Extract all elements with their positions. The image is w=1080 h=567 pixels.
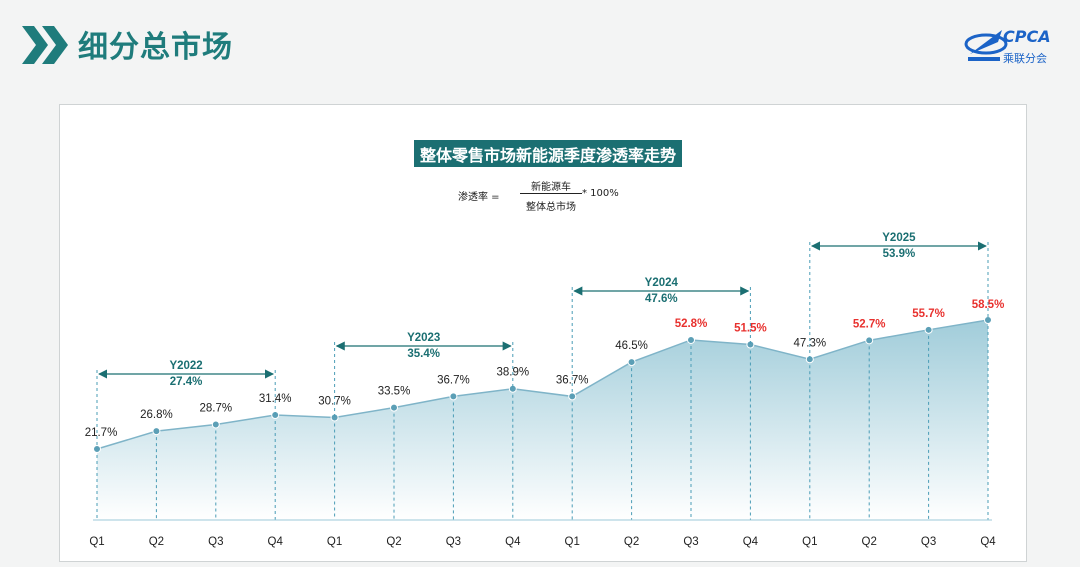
cpca-logo-icon [964,30,1008,61]
x-tick-label: Q3 [921,536,936,548]
year-average-label: 27.4% [170,376,203,388]
area-fill [97,320,988,520]
x-tick-label: Q1 [89,536,104,548]
formula-suffix: * 100% [582,188,619,199]
data-point [924,325,933,334]
x-tick-label: Q3 [683,536,698,548]
formula-denominator: 整体总市场 [526,202,576,213]
year-label: Y2022 [169,360,202,372]
data-point [390,403,398,412]
chart-title: 整体零售市场新能源季度渗透率走势 [414,140,682,167]
x-tick-label: Q4 [743,536,759,548]
data-label: 33.5% [378,386,411,398]
x-tick-label: Q4 [980,536,996,548]
x-tick-label: Q1 [802,536,817,548]
data-point [330,413,339,422]
data-label: 52.7% [853,318,886,330]
year-label: Y2025 [882,232,916,244]
formula-fraction-bar [520,193,582,194]
data-point [687,335,695,344]
x-tick-label: Q1 [327,536,342,548]
data-point [449,392,458,401]
data-label: 52.8% [675,318,708,330]
data-label: 36.7% [556,374,589,386]
x-tick-label: Q3 [446,536,461,548]
year-label: Y2024 [645,277,679,289]
year-average-label: 53.9% [883,248,916,260]
x-tick-label: Q2 [862,536,877,548]
x-tick-label: Q2 [149,536,164,548]
series-line [96,319,989,450]
header: 细分总市场 CPCA 乘联分会 [0,0,1080,90]
data-label: 51.5% [734,323,767,335]
x-tick-label: Q4 [505,536,521,548]
data-point [805,355,814,364]
data-point [211,420,220,429]
logo-text: CPCA [1003,27,1051,46]
formula-label: 渗透率 = [458,192,500,203]
formula-numerator: 新能源车 [531,182,571,193]
data-label: 26.8% [140,409,173,421]
year-average-label: 47.6% [645,293,678,305]
year-average-label: 35.4% [407,348,440,360]
data-label: 47.3% [793,337,826,349]
x-tick-label: Q2 [386,536,401,548]
logo-subtext: 乘联分会 [1003,52,1047,65]
data-label: 28.7% [199,402,232,414]
data-label: 36.7% [437,374,470,386]
double-chevron-icon [22,26,68,64]
data-point [865,336,874,345]
x-tick-label: Q3 [208,536,223,548]
data-label: 46.5% [615,340,648,352]
x-tick-label: Q4 [268,536,284,548]
data-label: 21.7% [85,427,118,439]
year-label: Y2023 [407,332,440,344]
x-tick-label: Q1 [565,536,580,548]
x-tick-label: Q2 [624,536,639,548]
page-title: 细分总市场 [78,30,233,65]
data-point [627,358,636,367]
data-label: 31.4% [259,393,292,405]
data-label: 55.7% [912,308,945,320]
data-point [152,427,161,436]
data-label: 30.7% [318,395,351,407]
